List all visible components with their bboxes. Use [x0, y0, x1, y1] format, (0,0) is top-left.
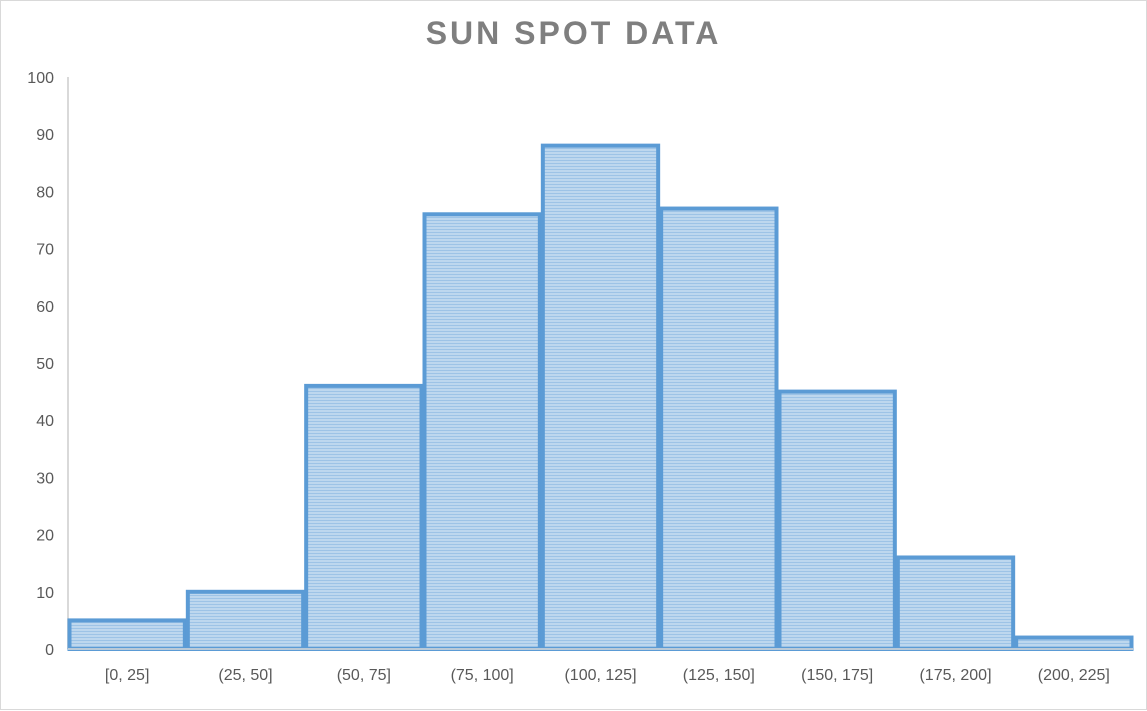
x-tick-label: [0, 25] — [105, 667, 149, 684]
histogram-bar — [540, 143, 661, 651]
x-tick-label: (75, 100] — [451, 667, 514, 684]
y-tick-label: 80 — [36, 184, 54, 201]
x-tick-label: (175, 200] — [919, 667, 991, 684]
histogram-bar — [659, 206, 779, 651]
y-tick-label: 100 — [27, 70, 54, 87]
y-tick-label: 30 — [36, 470, 54, 487]
y-tick-label: 40 — [36, 413, 54, 430]
histogram-bar — [777, 389, 897, 651]
x-tick-label: (50, 75] — [337, 667, 391, 684]
x-tick-label: (100, 125] — [564, 667, 636, 684]
x-tick-label: (125, 150] — [683, 667, 755, 684]
x-tick-label: (150, 175] — [801, 667, 873, 684]
x-tick-label: (25, 50] — [218, 667, 272, 684]
histogram-bar — [185, 589, 306, 651]
y-tick-label: 70 — [36, 242, 54, 259]
histogram-bar — [67, 618, 187, 652]
y-tick-label: 20 — [36, 528, 54, 545]
y-tick-label: 0 — [45, 642, 54, 659]
x-tick-label: (200, 225] — [1038, 667, 1110, 684]
y-tick-label: 50 — [36, 356, 54, 373]
histogram-bar — [304, 383, 424, 651]
histogram-bar — [895, 555, 1016, 651]
chart-title: SUN SPOT DATA — [425, 15, 722, 51]
histogram-bar — [422, 212, 542, 651]
y-tick-label: 10 — [36, 585, 54, 602]
histogram-bar — [1014, 635, 1134, 651]
y-tick-label: 60 — [36, 299, 54, 316]
y-tick-label: 90 — [36, 127, 54, 144]
